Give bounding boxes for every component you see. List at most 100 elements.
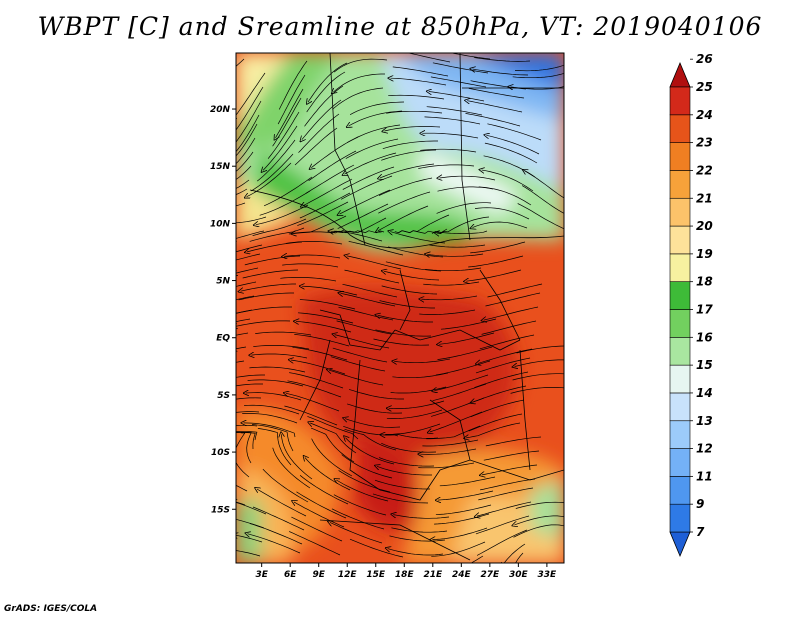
colorbar: 7 9 11 12 13 14 15 16 17 18 19 20 21 22 23 24 25 26	[669, 52, 713, 558]
streamline	[440, 318, 497, 330]
streamline	[333, 494, 387, 516]
streamline	[380, 163, 435, 178]
colorbar-segment	[669, 309, 691, 338]
streamline	[426, 425, 481, 440]
streamline	[246, 393, 302, 401]
streamline	[247, 379, 304, 387]
streamline	[474, 207, 530, 220]
lon-tick-label: 24E	[452, 570, 472, 580]
streamline	[389, 400, 445, 409]
streamline	[379, 300, 435, 309]
streamline	[346, 438, 395, 465]
colorbar-label: 11	[696, 469, 713, 483]
streamline	[467, 101, 523, 113]
streamline	[393, 515, 450, 519]
streamline	[438, 490, 494, 500]
streamline	[475, 515, 530, 535]
streamline	[372, 493, 429, 504]
colorbar-segment	[669, 448, 691, 477]
streamline	[276, 88, 304, 138]
lat-tick-label: 10N	[210, 219, 231, 229]
streamline	[338, 470, 391, 493]
colorbar-label: 7	[696, 525, 705, 539]
streamline	[349, 110, 403, 126]
streamline	[236, 397, 262, 400]
streamline	[333, 58, 388, 73]
streamline	[311, 136, 359, 168]
streamline	[381, 285, 438, 295]
streamline	[349, 538, 404, 558]
streamline	[294, 334, 350, 347]
streamline	[390, 232, 446, 244]
streamline	[434, 374, 489, 391]
streamline	[344, 269, 400, 284]
streamline	[484, 306, 539, 320]
colorbar-label: 15	[696, 358, 713, 372]
streamline	[236, 502, 267, 515]
streamline	[510, 387, 564, 394]
lon-tick-label: 27E	[480, 570, 500, 580]
streamline	[427, 254, 484, 256]
streamline	[487, 283, 543, 298]
lon-tick-label: 3E	[255, 570, 268, 580]
colorbar-label: 20	[696, 219, 713, 233]
streamline	[349, 101, 405, 116]
streamline	[286, 241, 343, 245]
streamline	[345, 419, 401, 428]
streamline	[436, 202, 492, 214]
streamline	[337, 203, 389, 229]
streamline	[384, 271, 440, 281]
colorbar-segment	[669, 337, 691, 366]
streamline	[470, 555, 484, 563]
streamline	[394, 228, 448, 234]
streamline	[294, 215, 347, 234]
streamline	[388, 549, 444, 556]
streamline	[272, 447, 311, 489]
streamline	[327, 230, 383, 242]
streamline	[236, 501, 246, 506]
lat-tick-label: 10S	[211, 448, 230, 458]
streamline	[251, 153, 294, 192]
streamline	[391, 78, 447, 86]
wbpt-shading	[236, 53, 564, 563]
streamline	[378, 457, 435, 467]
streamline	[514, 64, 564, 72]
streamline	[252, 218, 307, 236]
streamline	[236, 114, 260, 155]
streamline	[420, 448, 477, 454]
streamline	[422, 439, 479, 447]
streamline	[382, 435, 439, 439]
colorbar-segment	[669, 253, 691, 282]
streamline	[429, 92, 485, 102]
streamline	[475, 357, 531, 374]
streamline	[236, 86, 264, 131]
streamline	[289, 531, 341, 556]
streamline	[424, 116, 481, 125]
streamline	[478, 348, 533, 363]
streamline	[242, 269, 299, 279]
streamline	[439, 176, 496, 180]
streamline	[348, 389, 404, 400]
colorbar-label: 25	[696, 80, 713, 94]
streamline	[346, 403, 403, 414]
streamline	[253, 345, 310, 350]
streamline	[419, 309, 476, 315]
streamline	[418, 462, 475, 469]
streamline	[236, 216, 267, 224]
colorbar-segment	[669, 170, 691, 199]
streamline	[435, 504, 492, 516]
streamline	[381, 149, 437, 161]
streamline	[241, 283, 296, 291]
lat-tick-label: 5S	[217, 391, 230, 401]
streamline	[347, 256, 402, 270]
lat-tick-label: EQ	[216, 334, 230, 344]
colorbar-segment	[669, 364, 691, 394]
streamline	[487, 123, 542, 141]
streamline	[305, 164, 355, 194]
streamline	[392, 66, 449, 77]
streamline	[388, 246, 444, 258]
streamline	[248, 534, 301, 554]
streamline	[263, 125, 298, 170]
streamline	[308, 62, 348, 102]
streamline	[431, 230, 488, 234]
